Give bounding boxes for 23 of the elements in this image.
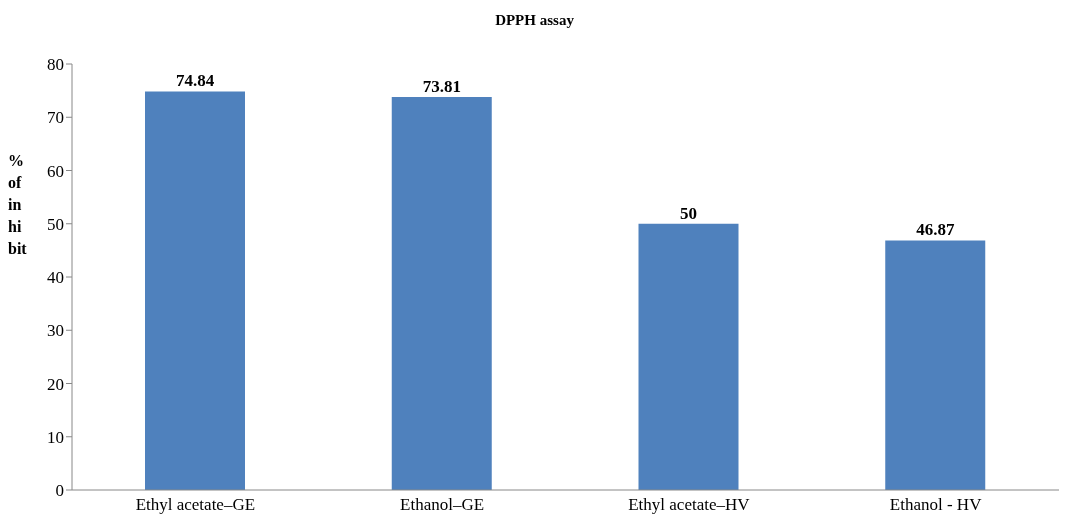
chart-title: DPPH assay <box>494 12 575 29</box>
x-tick-label: Ethanol–GE <box>400 495 485 515</box>
y-tick-label: 70 <box>47 108 64 128</box>
y-axis-title: % of in hi bit <box>8 151 27 259</box>
x-tick-label: Ethanol - HV <box>889 495 983 515</box>
x-tick-label: Ethyl acetate–HV <box>628 495 751 515</box>
y-tick-label: 80 <box>47 55 64 75</box>
data-label: 74.84 <box>175 71 215 91</box>
data-label: 50 <box>680 203 697 223</box>
y-tick-label: 10 <box>47 427 64 447</box>
data-label: 73.81 <box>422 76 461 96</box>
data-label: 46.87 <box>916 220 955 240</box>
y-tick-label: 30 <box>47 321 64 341</box>
bar <box>638 223 739 490</box>
bar <box>885 240 986 490</box>
y-tick-label: 20 <box>47 374 64 394</box>
bar <box>391 96 492 490</box>
bar <box>145 91 245 490</box>
y-tick-label: 40 <box>47 268 64 288</box>
y-tick-label: 0 <box>55 481 64 501</box>
y-tick-label: 60 <box>47 161 64 181</box>
y-tick-label: 50 <box>47 214 64 234</box>
x-tick-label: Ethyl acetate–GE <box>135 495 256 515</box>
